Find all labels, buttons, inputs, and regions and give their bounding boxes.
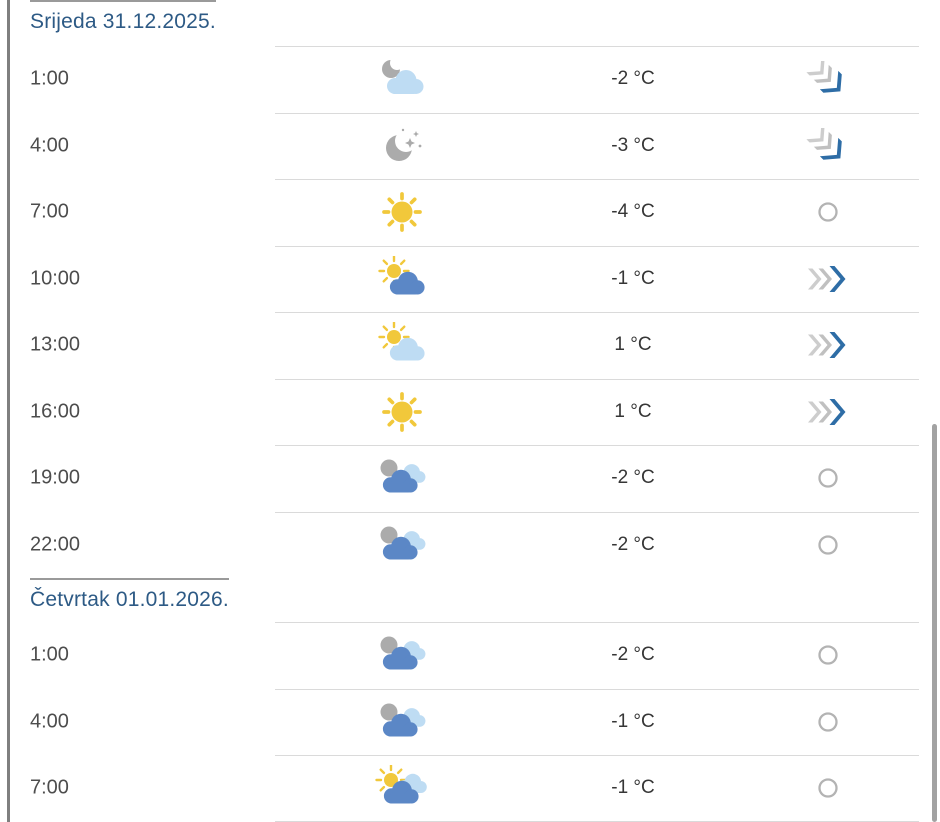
sun-behind-clouds-icon (372, 765, 432, 811)
calm-icon (798, 460, 858, 496)
forecast-rows: 1:00 -2 °C 4:00 -1 °C 7:00 -1 °C (0, 622, 940, 822)
wind-east-icon (798, 327, 858, 363)
day-heading-wrap: Četvrtak 01.01.2026. (30, 578, 940, 612)
cloudy-night-icon (372, 699, 432, 745)
row-divider (275, 179, 919, 180)
forecast-rows: 1:00 -2 °C 4:00 -3 °C 7:00 -4 °C 10:00 -1 °C 13:… (0, 46, 940, 578)
row-divider (275, 688, 919, 690)
calm-icon (798, 770, 858, 806)
forecast-row: 10:00 -1 °C (0, 245, 940, 313)
wind-southeast-icon (798, 127, 858, 164)
temperature-value: 1 °C (614, 334, 652, 356)
cloudy-night-icon (372, 632, 432, 678)
day-heading: Srijeda 31.12.2025. (30, 0, 216, 34)
calm-icon (798, 527, 858, 563)
calm-icon (798, 194, 858, 230)
row-divider (275, 622, 919, 623)
wind-east-icon (798, 261, 858, 297)
temperature-value: -4 °C (611, 201, 655, 223)
time-label: 16:00 (30, 400, 81, 423)
calm-icon (798, 637, 858, 673)
temperature-value: -2 °C (611, 533, 655, 555)
forecast-row: 4:00 -1 °C (0, 688, 940, 756)
row-divider (275, 312, 919, 313)
clear-night-icon (372, 123, 432, 169)
forecast-row: 16:00 1 °C (0, 378, 940, 446)
temperature-value: -3 °C (611, 134, 655, 156)
temperature-value: -1 °C (611, 710, 655, 732)
time-label: 4:00 (30, 710, 69, 733)
temperature-value: -2 °C (611, 68, 655, 90)
row-divider (275, 46, 919, 47)
forecast-row: 1:00 -2 °C (0, 622, 940, 689)
row-divider (275, 755, 919, 756)
partly-cloudy-light-icon (372, 322, 432, 368)
time-label: 13:00 (30, 333, 81, 356)
panel-left-border (7, 0, 10, 822)
time-label: 1:00 (30, 67, 69, 90)
partly-cloudy-icon (372, 255, 432, 302)
forecast-row: 7:00 -1 °C (0, 755, 940, 822)
time-label: 4:00 (30, 134, 69, 157)
moon-behind-cloud-icon (372, 56, 432, 102)
cloudy-night-icon (372, 522, 432, 568)
temperature-value: 1 °C (614, 400, 652, 422)
time-label: 1:00 (30, 643, 69, 666)
row-divider (275, 445, 919, 446)
day-heading: Četvrtak 01.01.2026. (30, 578, 229, 612)
temperature-value: -1 °C (611, 777, 655, 799)
day-section-wednesday: Srijeda 31.12.2025. 1:00 -2 °C 4:00 -3 °C 7:… (0, 0, 940, 578)
sunny-icon (372, 189, 432, 235)
row-divider (275, 112, 919, 114)
row-divider (275, 511, 919, 513)
row-divider (275, 245, 919, 247)
temperature-value: -1 °C (611, 267, 655, 289)
temperature-value: -2 °C (611, 467, 655, 489)
forecast-row: 13:00 1 °C (0, 312, 940, 379)
wind-southeast-icon (798, 61, 858, 97)
time-label: 10:00 (30, 267, 81, 290)
day-section-thursday: Četvrtak 01.01.2026. 1:00 -2 °C 4:00 -1 °C 7… (0, 578, 940, 822)
calm-icon (798, 704, 858, 740)
forecast-row: 4:00 -3 °C (0, 112, 940, 180)
sunny-icon (372, 389, 432, 435)
time-label: 7:00 (30, 776, 69, 799)
time-label: 19:00 (30, 466, 81, 489)
forecast-row: 7:00 -4 °C (0, 179, 940, 246)
time-label: 7:00 (30, 200, 69, 223)
day-heading-wrap: Srijeda 31.12.2025. (30, 0, 940, 34)
wind-east-icon (798, 394, 858, 430)
forecast-row: 22:00 -2 °C (0, 511, 940, 579)
time-label: 22:00 (30, 533, 81, 556)
temperature-value: -2 °C (611, 644, 655, 666)
forecast-row: 1:00 -2 °C (0, 46, 940, 113)
scrollbar-thumb[interactable] (932, 424, 937, 822)
cloudy-night-icon (372, 455, 432, 501)
row-divider (275, 378, 919, 380)
forecast-row: 19:00 -2 °C (0, 445, 940, 512)
